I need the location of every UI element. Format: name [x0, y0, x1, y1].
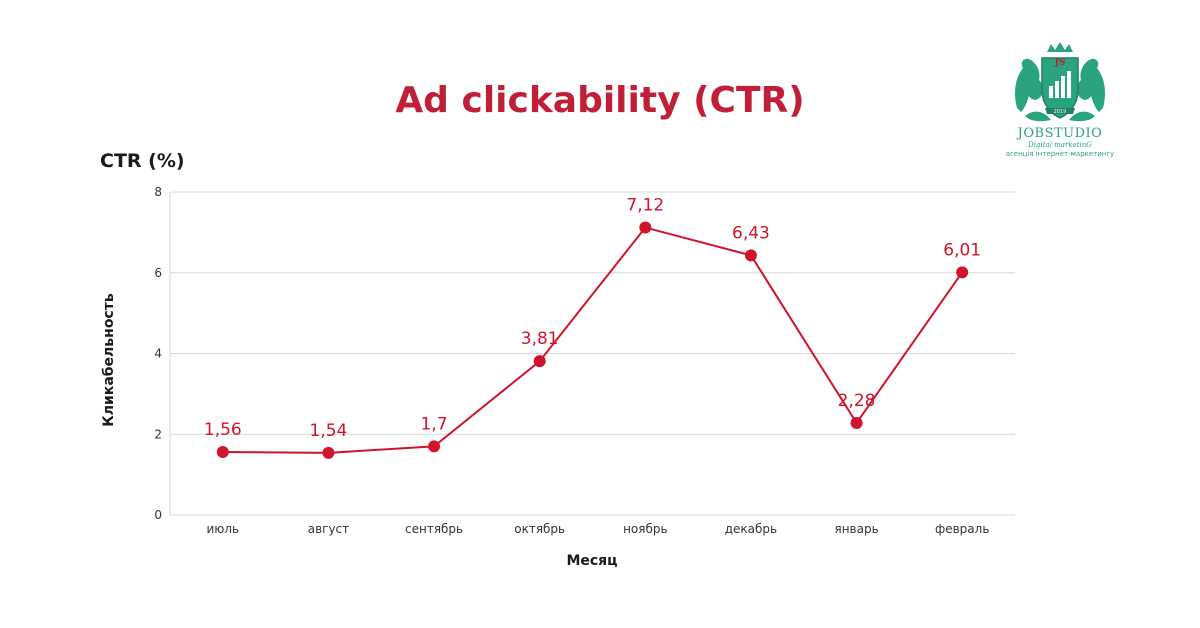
data-point	[744, 249, 757, 262]
data-point	[428, 440, 441, 453]
data-label: 1,56	[204, 420, 242, 440]
logo-name: JOBSTUDIO	[1017, 126, 1103, 141]
svg-text:JS: JS	[1054, 58, 1066, 68]
series-line	[222, 226, 964, 454]
data-point	[956, 266, 969, 279]
logo-subtitle: агенція інтернет-маркетингу	[1005, 150, 1115, 158]
data-label: 1,7	[421, 414, 448, 434]
data-label: 3,81	[521, 329, 559, 349]
x-tick-label: ноябрь	[623, 522, 668, 536]
x-axis: июль август сентябрь октябрь ноябрь декабрь ян…	[206, 522, 989, 536]
y-tick-label: 8	[154, 185, 162, 199]
x-tick-label: октябрь	[514, 522, 565, 536]
x-tick-label: февраль	[935, 522, 989, 536]
grid	[169, 191, 1015, 516]
data-point	[322, 446, 335, 459]
x-tick-label: декабрь	[725, 522, 777, 536]
data-label: 1,54	[310, 421, 348, 441]
data-label: 6,43	[732, 223, 770, 243]
logo-emblem: JS 2019	[1015, 42, 1105, 122]
data-label: 6,01	[943, 240, 981, 260]
y-tick-label: 6	[154, 266, 162, 280]
y-tick-label: 0	[154, 508, 162, 522]
crown-icon	[1047, 42, 1073, 52]
data-label: 2,28	[838, 391, 876, 411]
x-tick-label: август	[308, 522, 349, 536]
y-tick-label: 4	[154, 347, 162, 361]
right-horse-icon	[1076, 58, 1105, 112]
x-tick-label: июль	[206, 522, 239, 536]
chart-subtitle: CTR (%)	[100, 150, 185, 172]
svg-text:2019: 2019	[1054, 109, 1067, 115]
data-point	[216, 446, 229, 459]
y-axis: 0 2 4 6 8	[154, 185, 162, 522]
series-layer: 1,56 1,54 1,7 3,81 7,12 6,43 2,28 6,01	[204, 196, 981, 459]
data-point	[533, 355, 546, 368]
x-tick-label: январь	[834, 522, 878, 536]
x-tick-label: сентябрь	[405, 522, 463, 536]
chart-title: Ad clickability (CTR)	[395, 80, 805, 121]
left-horse-icon	[1015, 58, 1044, 112]
data-label: 7,12	[626, 196, 664, 216]
logo-tagline: Digital marketinG	[1028, 141, 1092, 149]
x-axis-label: Месяц	[566, 553, 617, 569]
data-point	[639, 221, 652, 234]
jobstudio-logo: JS 2019 JOBSTUDIO Digital marketinG аген…	[995, 38, 1125, 168]
y-tick-label: 2	[154, 427, 162, 441]
data-point	[850, 416, 863, 429]
y-axis-label: Кликабельность	[101, 293, 117, 427]
